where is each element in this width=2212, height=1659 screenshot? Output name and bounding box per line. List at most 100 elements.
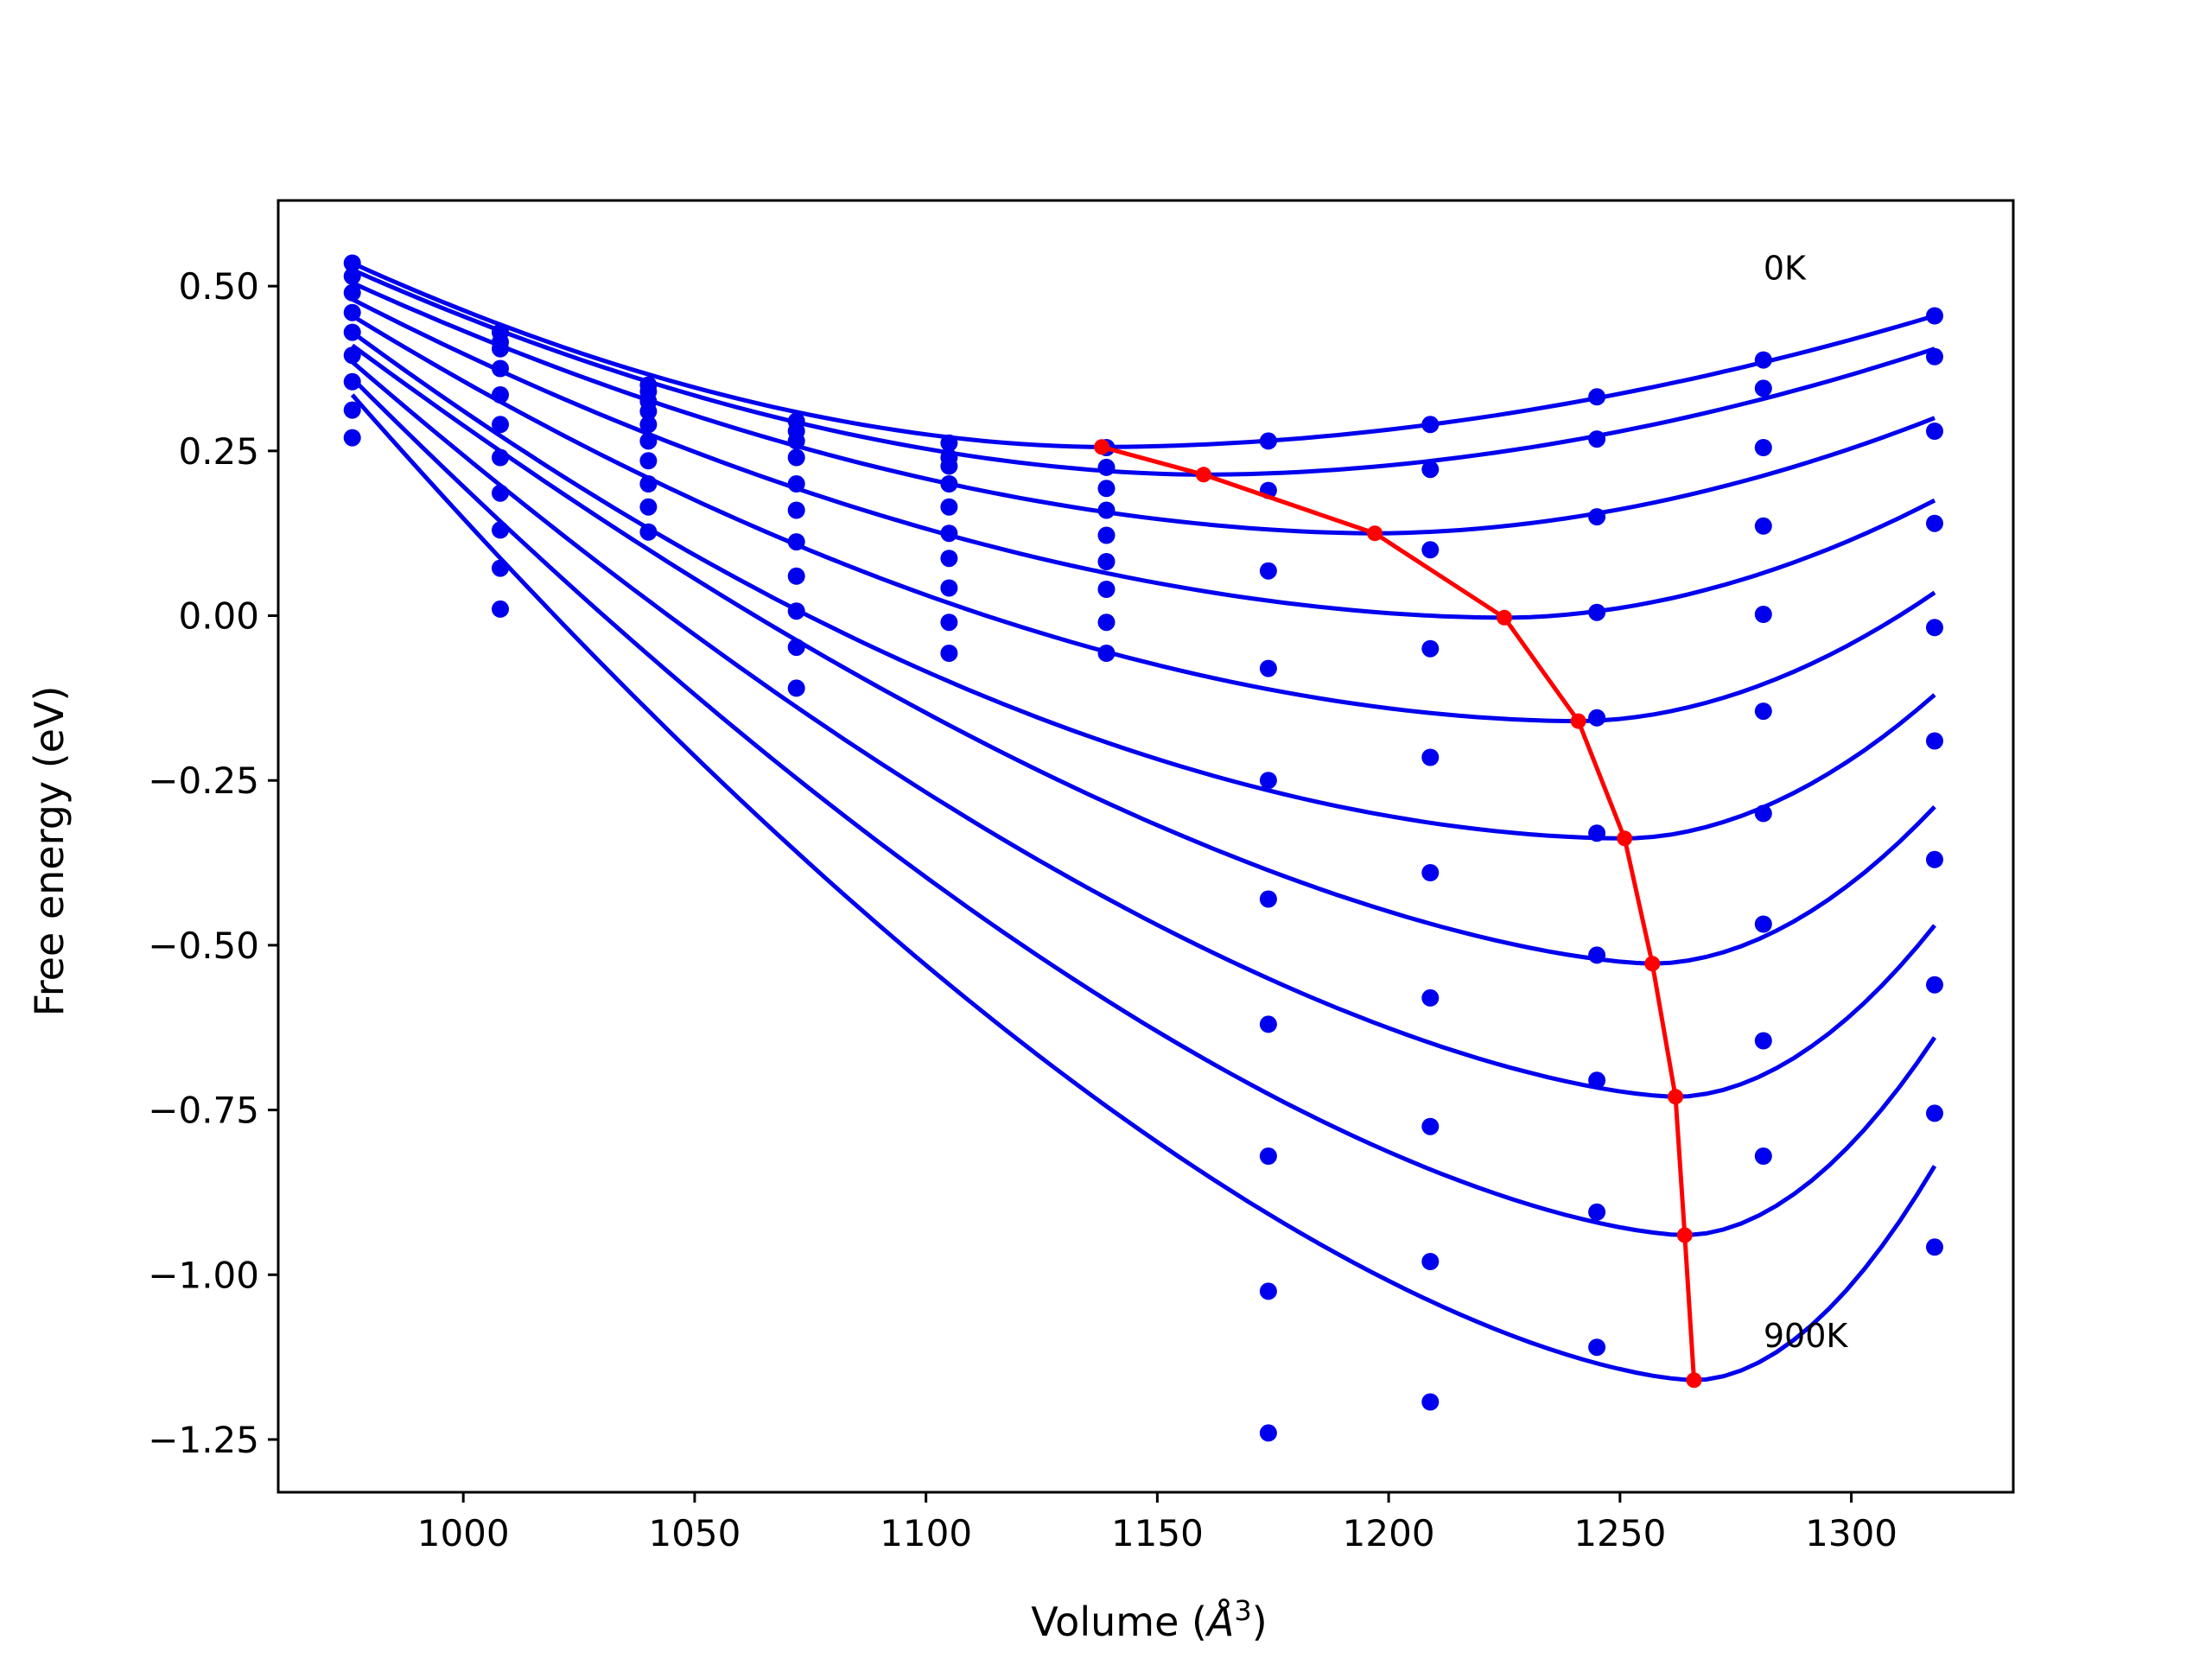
y-tick-label: −0.25 (148, 760, 259, 802)
data-point (1421, 748, 1440, 766)
x-tick-label: 1200 (1343, 1512, 1435, 1554)
data-point (1588, 1071, 1606, 1090)
data-point (639, 523, 658, 541)
data-point (1588, 603, 1606, 621)
data-point (492, 600, 509, 618)
minimum-marker (1195, 467, 1211, 483)
x-tick-label: 1000 (417, 1512, 510, 1554)
data-point (343, 401, 361, 419)
data-point (343, 254, 361, 272)
data-point (1754, 1032, 1772, 1050)
data-point (639, 475, 658, 493)
data-point (639, 416, 658, 434)
data-point (940, 613, 958, 632)
data-point (787, 432, 805, 450)
data-point (787, 475, 805, 493)
x-tick-label: 1300 (1805, 1512, 1897, 1554)
data-point (1097, 553, 1116, 570)
data-point (940, 579, 958, 597)
minimum-marker (1668, 1089, 1684, 1105)
data-point (1754, 804, 1772, 823)
data-point (1588, 388, 1606, 406)
data-point (1926, 1238, 1943, 1256)
data-point (492, 484, 509, 502)
data-point (343, 429, 361, 447)
fit-curves (350, 261, 1937, 1382)
data-points (343, 254, 1943, 1442)
data-point (787, 679, 805, 697)
data-point (1926, 423, 1943, 440)
data-point (1926, 1104, 1943, 1122)
fit-curve (351, 314, 1936, 723)
data-point (1097, 480, 1116, 498)
data-point (1926, 514, 1943, 532)
minima-line (1094, 439, 1702, 1389)
data-point (1754, 1147, 1772, 1165)
data-point (940, 498, 958, 516)
y-tick-label: −0.50 (148, 925, 259, 967)
minimum-marker (1676, 1227, 1693, 1243)
minimum-marker (1570, 713, 1586, 729)
data-point (1421, 639, 1440, 658)
data-point (1259, 1424, 1277, 1442)
data-point (1588, 946, 1606, 964)
data-point (940, 434, 958, 452)
data-point (1259, 1282, 1277, 1300)
x-tick-label: 1250 (1573, 1512, 1666, 1554)
data-point (343, 303, 361, 321)
minimum-marker (1686, 1372, 1702, 1389)
data-point (787, 602, 805, 620)
data-point (1097, 501, 1116, 519)
data-point (940, 457, 958, 475)
data-point (492, 521, 509, 539)
y-tick-label: 0.25 (178, 430, 259, 473)
x-tick-label: 1100 (880, 1512, 972, 1554)
data-point (1754, 351, 1772, 369)
data-point (343, 283, 361, 302)
y-tick-label: −1.25 (148, 1419, 259, 1461)
data-point (1754, 517, 1772, 535)
data-point (492, 559, 509, 577)
fit-curve (351, 343, 1936, 966)
data-point (1259, 1147, 1277, 1165)
data-point (1421, 461, 1440, 479)
data-point (1926, 732, 1943, 750)
data-point (1421, 541, 1440, 559)
data-point (787, 567, 805, 585)
data-point (1588, 709, 1606, 727)
data-point (639, 403, 658, 421)
data-point (1588, 430, 1606, 448)
data-point (1421, 416, 1440, 434)
data-point (492, 416, 509, 434)
data-point (639, 432, 658, 450)
data-point (1259, 562, 1277, 580)
data-point (1926, 619, 1943, 637)
data-point (1097, 613, 1116, 632)
minimum-marker (1094, 439, 1110, 455)
data-point (940, 475, 958, 493)
data-point (1097, 645, 1116, 662)
y-tick-label: −1.00 (148, 1254, 259, 1296)
data-point (1097, 581, 1116, 598)
minimum-marker (1497, 609, 1512, 626)
y-axis-ticks: 0.50 0.25 0.00 −0.25 −0.50 −0.75 −1.00 −1.25 (148, 265, 278, 1461)
data-point (1754, 439, 1772, 456)
data-point (787, 448, 805, 467)
data-point (1421, 1253, 1440, 1270)
data-point (1588, 508, 1606, 526)
data-point (1259, 1015, 1277, 1033)
data-point (787, 501, 805, 519)
fit-curve (351, 261, 1936, 449)
data-point (639, 498, 658, 516)
data-point (1097, 526, 1116, 544)
data-point (1926, 976, 1943, 994)
data-point (1588, 1203, 1606, 1221)
data-point (940, 550, 958, 568)
annotation-label: 0K (1764, 250, 1807, 288)
plot-frame (276, 199, 2015, 1494)
fit-curve (351, 267, 1936, 477)
y-tick-label: −0.75 (148, 1090, 259, 1132)
data-point (1421, 1393, 1440, 1411)
data-point (1754, 915, 1772, 933)
